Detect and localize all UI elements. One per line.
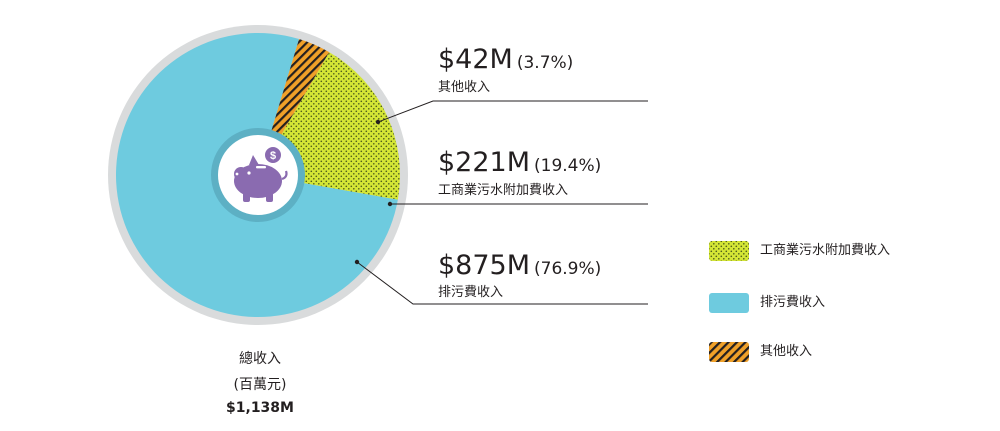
legend-label-trade-effluent: 工商業污水附加費收入 bbox=[760, 243, 891, 258]
legend bbox=[709, 241, 749, 362]
legend-label-sewage-charge: 排污費收入 bbox=[760, 295, 826, 310]
svg-text:$: $ bbox=[270, 150, 276, 162]
total-unit: (百萬元) bbox=[233, 377, 287, 393]
legend-swatch-other bbox=[709, 342, 749, 362]
callout-value-sewage-charge: $875M (76.9%) bbox=[438, 252, 601, 279]
callout-name-other: 其他收入 bbox=[438, 80, 491, 95]
callout-percent-other: (3.7%) bbox=[516, 53, 574, 73]
leader-dot-other bbox=[375, 119, 381, 125]
leader-dot-sewage-charge bbox=[354, 259, 360, 265]
callout-amount-trade-effluent: $221M bbox=[438, 147, 531, 178]
coin-icon bbox=[263, 145, 283, 165]
callout-value-other: $42M (3.7%) bbox=[438, 46, 573, 73]
piggy-bank-icon: $ bbox=[234, 145, 288, 202]
callout-percent-sewage-charge: (76.9%) bbox=[534, 259, 602, 279]
legend-label-other: 其他收入 bbox=[760, 344, 813, 359]
leader-line-other bbox=[377, 100, 648, 123]
leader-dot-trade-effluent bbox=[387, 201, 393, 207]
callout-name-trade-effluent: 工商業污水附加費收入 bbox=[438, 183, 569, 198]
legend-swatch-sewage-charge bbox=[709, 293, 749, 313]
legend-swatch-trade-effluent bbox=[709, 241, 749, 261]
total-label: 總收入 bbox=[239, 351, 281, 367]
leader-line-sewage-charge bbox=[356, 261, 648, 305]
leader-lines bbox=[356, 100, 648, 305]
total-value: $1,138M bbox=[226, 400, 294, 416]
callout-name-sewage-charge: 排污費收入 bbox=[438, 285, 504, 300]
callout-percent-trade-effluent: (19.4%) bbox=[534, 156, 602, 176]
callout-amount-sewage-charge: $875M bbox=[438, 250, 531, 281]
leader-dots bbox=[354, 119, 393, 265]
callout-value-trade-effluent: $221M (19.4%) bbox=[438, 149, 601, 176]
callout-amount-other: $42M bbox=[438, 44, 513, 75]
